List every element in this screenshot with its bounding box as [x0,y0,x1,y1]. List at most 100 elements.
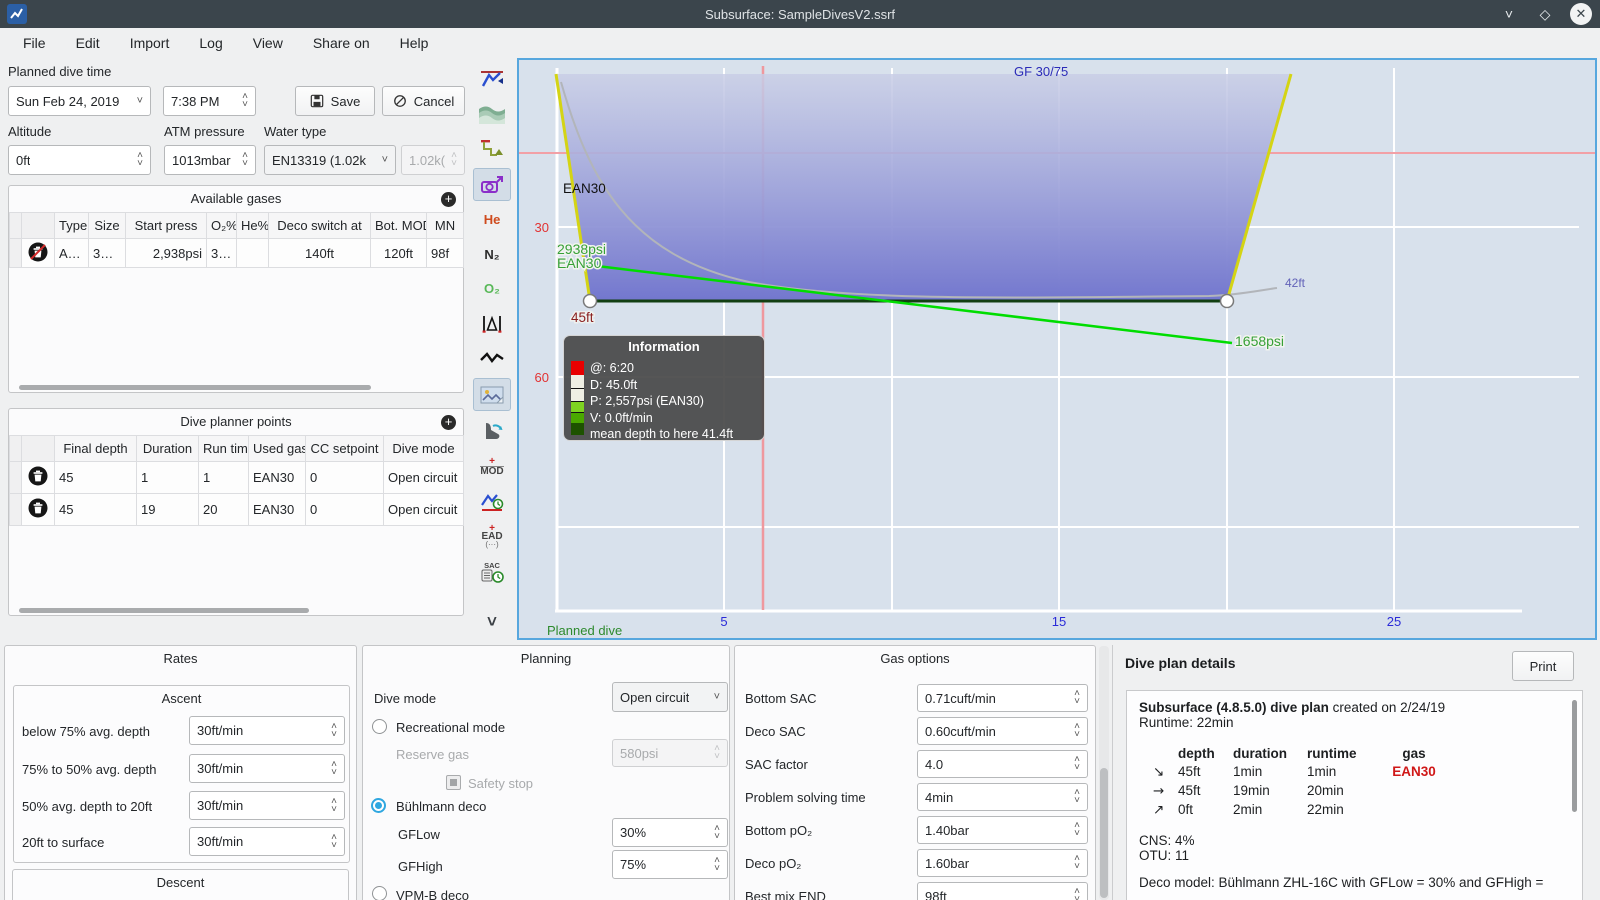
gas-row[interactable]: A… 3… 2,938psi 3… 140ft 120ft 98f [9,238,464,268]
points-col-duration[interactable]: Duration [136,435,199,462]
menu-log[interactable]: Log [199,35,223,51]
gases-hscrollbar[interactable] [19,385,371,390]
gases-col-size[interactable]: Size [88,212,126,239]
problem-solving-time-spinner[interactable]: 4min ˄ ˅ [917,783,1088,811]
toolbar-dive-profile-button[interactable] [473,62,511,95]
spinner-arrows-icon[interactable]: ˄ ˅ [331,831,337,851]
dive-date-combo[interactable]: Sun Feb 24, 2019 ˅ [8,86,151,116]
toolbar-setpoint-button[interactable] [473,168,511,201]
cancel-button[interactable]: Cancel [382,86,465,116]
spinner-arrows-icon[interactable]: ˄ ˅ [331,720,337,740]
toolbar-dc-runtime-button[interactable] [473,485,511,518]
waypoint-handle[interactable] [582,293,598,309]
add-point-button[interactable]: + [441,415,456,430]
add-gas-button[interactable]: + [441,192,456,207]
rate-spinner-3[interactable]: 30ft/min ˄ ˅ [189,791,345,820]
menu-share-on[interactable]: Share on [312,35,370,51]
rate-spinner-4[interactable]: 30ft/min ˄ ˅ [189,827,345,856]
maximize-icon[interactable]: ◇ [1539,6,1551,22]
waypoint-handle[interactable] [1219,293,1235,309]
rate-spinner-1[interactable]: 30ft/min ˄ ˅ [189,716,345,745]
toolbar-ead-button[interactable]: + EAD (···) [473,520,511,553]
menu-edit[interactable]: Edit [75,35,100,51]
spinner-arrows-icon[interactable]: ˄ ˅ [1074,886,1080,900]
points-hscrollbar[interactable] [19,608,309,613]
gases-col-o2[interactable]: O₂% [206,212,237,239]
menu-view[interactable]: View [252,35,283,51]
spinner-arrows-icon[interactable]: ˄ ˅ [714,822,720,842]
spinner-arrows-icon[interactable]: ˄ ˅ [1074,787,1080,806]
dive-mode-combo[interactable]: Open circuit ˅ [612,682,728,712]
deco-po2-label: Deco pO₂ [745,856,802,871]
recreational-mode-radio[interactable] [372,719,387,734]
delete-point-icon[interactable] [28,466,48,486]
best-mix-end-spinner[interactable]: 98ft ˄ ˅ [917,882,1088,900]
save-button[interactable]: Save [295,86,375,116]
spinner-arrows-icon[interactable]: ˄ ˅ [1074,820,1080,839]
deco-sac-spinner[interactable]: 0.60cuft/min ˄ ˅ [917,717,1088,745]
toolbar-pp-n2-button[interactable]: N₂ [473,238,511,271]
delete-gas-icon[interactable] [28,242,48,262]
toolbar-photos-button[interactable] [473,378,511,411]
gases-col-type[interactable]: Type [54,212,89,239]
options-scrollbar-handle[interactable] [1100,768,1108,898]
menu-import[interactable]: Import [129,35,170,51]
toolbar-ceiling-button[interactable] [473,132,511,165]
gases-col-mnd[interactable]: MN [426,212,464,239]
spinner-arrows-icon[interactable]: ˄ ˅ [242,91,248,110]
toolbar-mod-delta-button[interactable] [473,307,511,340]
spinner-arrows-icon[interactable]: ˄ ˅ [1074,853,1080,872]
close-icon[interactable]: ✕ [1570,3,1592,25]
buhlmann-deco-radio[interactable] [371,798,386,813]
altitude-spinner[interactable]: 0ft ˄ ˅ [8,145,151,175]
toolbar-mod-button[interactable]: + MOD [473,450,511,483]
points-col-run-time[interactable]: Run time [198,435,249,462]
rate-spinner-2[interactable]: 30ft/min ˄ ˅ [189,754,345,783]
delete-point-icon[interactable] [28,498,48,518]
gases-col-deco-switch[interactable]: Deco switch at [268,212,371,239]
spinner-arrows-icon[interactable]: ˄ ˅ [331,758,337,778]
toolbar-sac-button[interactable]: SAC [473,555,511,588]
deco-po2-spinner[interactable]: 1.60bar ˄ ˅ [917,849,1088,877]
descent-title: Descent [156,875,205,890]
water-type-combo[interactable]: EN13319 (1.02k ˅ [264,145,396,175]
spinner-arrows-icon[interactable]: ˄ ˅ [714,854,720,874]
spinner-arrows-icon[interactable]: ˄ ˅ [137,150,143,169]
print-button[interactable]: Print [1512,651,1574,681]
spinner-arrows-icon[interactable]: ˄ ˅ [1074,688,1080,707]
spinner-arrows-icon[interactable]: ˄ ˅ [331,795,337,815]
menu-help[interactable]: Help [399,35,429,51]
spinner-arrows-icon[interactable]: ˄ ˅ [1074,754,1080,773]
toolbar-gaschange-button[interactable] [473,414,511,447]
gases-col-bot-mod[interactable]: Bot. MOD [370,212,427,239]
bottom-po2-spinner[interactable]: 1.40bar ˄ ˅ [917,816,1088,844]
vpmb-deco-radio[interactable] [372,886,387,900]
notes-scrollbar-handle[interactable] [1572,700,1577,812]
gases-col-start-press[interactable]: Start press [125,212,207,239]
point-row[interactable]: 45 19 20 EAN30 0 Open circuit [9,493,464,526]
toolbar-shade-profile-button[interactable] [473,97,511,130]
minimize-icon[interactable]: ˅ [1504,6,1514,22]
dive-time-spinner[interactable]: 7:38 PM ˄ ˅ [163,86,256,116]
spinner-arrows-icon[interactable]: ˄ ˅ [242,150,248,169]
toolbar-heartrate-button[interactable] [473,341,511,374]
menu-file[interactable]: File [23,35,46,51]
gfhigh-spinner[interactable]: 75% ˄ ˅ [612,850,728,879]
points-col-used-gas[interactable]: Used gas [248,435,306,462]
gflow-spinner[interactable]: 30% ˄ ˅ [612,818,728,847]
gases-col-he[interactable]: He% [236,212,269,239]
points-col-dive-mode[interactable]: Dive mode [383,435,464,462]
dive-profile-chart[interactable]: GF 30/75 EAN30 2938psi EAN30 1658psi 45f… [517,58,1597,640]
toolbar-pp-he-button[interactable]: He [473,203,511,236]
points-col-final-depth[interactable]: Final depth [54,435,137,462]
sac-factor-spinner[interactable]: 4.0 ˄ ˅ [917,750,1088,778]
dive-plan-notes[interactable]: Subsurface (4.8.5.0) dive plan created o… [1126,690,1583,900]
points-col-cc-setpoint[interactable]: CC setpoint [305,435,384,462]
bottom-sac-spinner[interactable]: 0.71cuft/min ˄ ˅ [917,684,1088,712]
point-row[interactable]: 45 1 1 EAN30 0 Open circuit [9,461,464,494]
atm-pressure-spinner[interactable]: 1013mbar ˄ ˅ [164,145,256,175]
toolbar-pp-o2-button[interactable]: O₂ [473,272,511,305]
spinner-arrows-icon[interactable]: ˄ ˅ [1074,721,1080,740]
chevron-down-icon: ˅ [713,691,720,703]
toolbar-scroll-down-button[interactable]: ˅ [473,605,511,638]
